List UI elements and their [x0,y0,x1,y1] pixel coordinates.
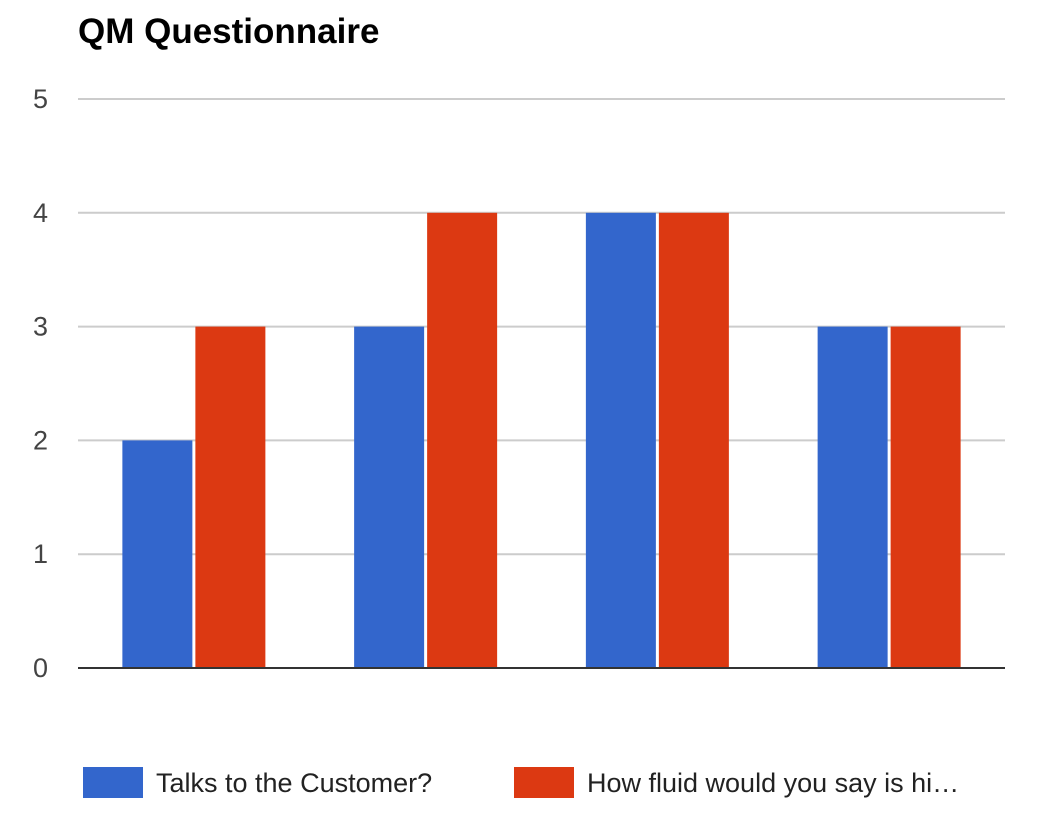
y-tick-label-2: 2 [33,425,48,455]
bar-series1-cat3 [585,212,656,669]
legend-label-1: Talks to the Customer? [156,768,432,798]
bar-series2-cat2 [427,212,498,669]
legend-label-2: How fluid would you say is hi… [587,768,959,798]
y-tick-label-1: 1 [33,539,48,569]
bars [122,212,961,669]
bar-series1-cat4 [817,326,888,668]
y-tick-label-3: 3 [33,312,48,342]
bar-series1-cat1 [122,440,193,668]
legend-swatch-2 [514,767,574,798]
bar-series2-cat4 [890,326,961,668]
chart-title: QM Questionnaire [78,12,380,51]
legend-swatch-1 [83,767,143,798]
y-tick-label-5: 5 [33,84,48,114]
legend: Talks to the Customer? How fluid would yo… [83,767,959,798]
y-tick-label-4: 4 [33,198,48,228]
bar-series1-cat2 [354,326,425,668]
bar-series2-cat3 [658,212,729,669]
y-axis-ticks: 0 1 2 3 4 5 [33,84,48,683]
bar-series2-cat1 [195,326,266,668]
y-tick-label-0: 0 [33,653,48,683]
